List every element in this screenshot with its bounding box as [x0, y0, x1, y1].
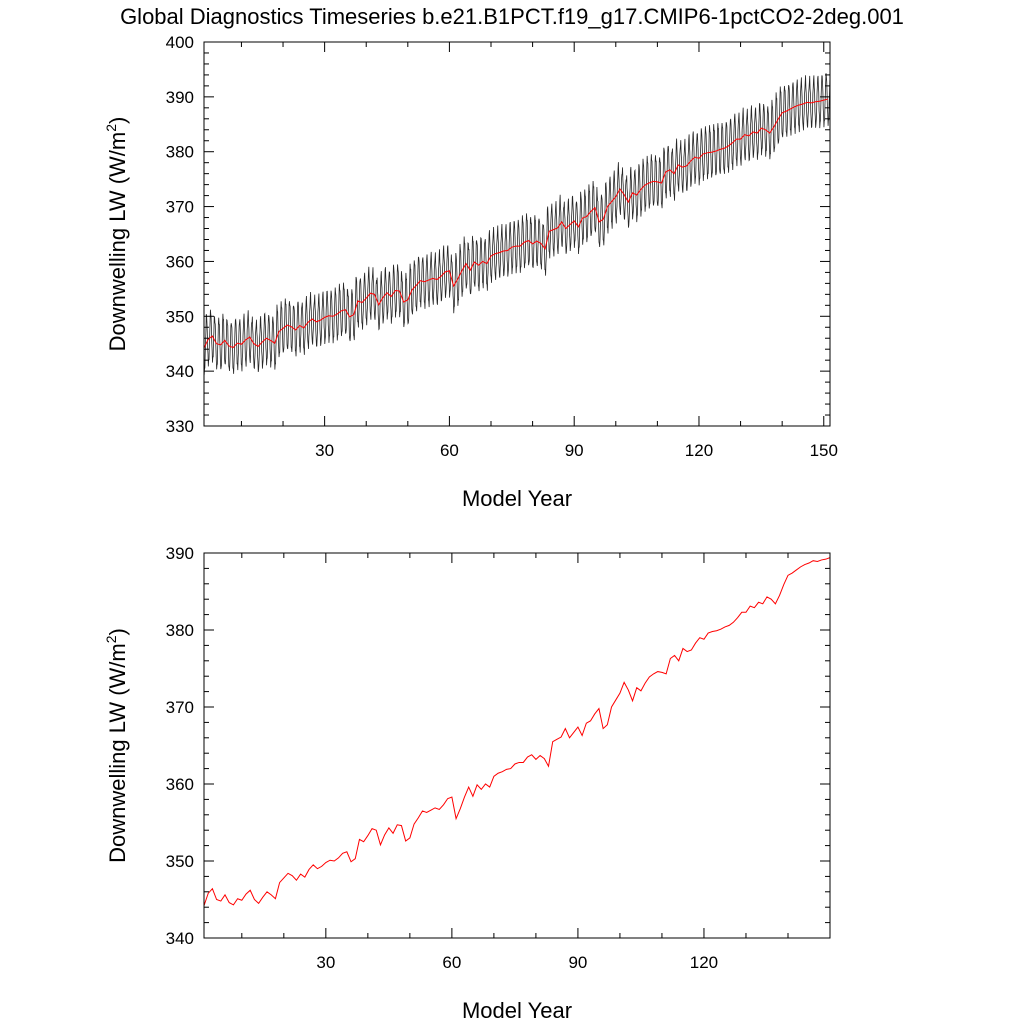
- top-y-axis-label: Downwelling LW (W/m2): [103, 117, 130, 352]
- top-y-tick-label: 380: [166, 143, 194, 162]
- bottom-x-tick-label: 60: [442, 953, 461, 972]
- bottom-annual-series-line: [203, 557, 831, 906]
- top-axis-ticks: 30 60 90 120 150 330 340 350 360 370 380 390 400: [166, 33, 838, 460]
- top-x-tick-label: 120: [685, 441, 713, 460]
- bottom-x-tick-label: 30: [316, 953, 335, 972]
- top-y-axis-label-main: Downwelling LW (W/m: [105, 132, 130, 352]
- top-x-tick-label: 30: [315, 441, 334, 460]
- bottom-y-tick-label: 350: [166, 852, 194, 871]
- top-y-axis-label-sup: 2: [103, 124, 119, 132]
- bottom-x-tick-label: 120: [690, 953, 718, 972]
- top-x-tick-label: 90: [565, 441, 584, 460]
- top-x-tick-label: 150: [810, 441, 838, 460]
- top-y-tick-label: 340: [166, 362, 194, 381]
- top-monthly-series-line: [203, 73, 831, 376]
- top-y-tick-label: 370: [166, 198, 194, 217]
- top-x-axis-label: Model Year: [462, 486, 572, 511]
- top-y-tick-label: 360: [166, 252, 194, 271]
- top-annual-series-line: [203, 98, 829, 349]
- bottom-y-tick-label: 380: [166, 621, 194, 640]
- bottom-x-tick-label: 90: [568, 953, 587, 972]
- bottom-y-tick-label: 370: [166, 698, 194, 717]
- top-y-tick-label: 330: [166, 417, 194, 436]
- bottom-panel: 30 60 90 120 340 350 360 370 380 390 Model Year D…: [103, 544, 831, 1023]
- chart-title: Global Diagnostics Timeseries b.e21.B1PC…: [120, 4, 904, 29]
- bottom-y-axis-label-main: Downwelling LW (W/m: [105, 643, 130, 863]
- top-y-tick-label: 390: [166, 88, 194, 107]
- top-plot-frame: [203, 41, 831, 427]
- bottom-y-tick-label: 340: [166, 929, 194, 948]
- bottom-y-axis-label-close: ): [105, 628, 130, 635]
- bottom-y-tick-label: 360: [166, 775, 194, 794]
- bottom-y-tick-label: 390: [166, 544, 194, 563]
- top-y-axis-label-close: ): [105, 117, 130, 124]
- bottom-plot-frame: [203, 552, 831, 939]
- bottom-x-axis-label: Model Year: [462, 998, 572, 1023]
- bottom-plot-data: [203, 557, 831, 906]
- top-panel: 30 60 90 120 150 330 340 350 360 370 380 390 400 Mod…: [103, 33, 838, 511]
- bottom-y-axis-label: Downwelling LW (W/m2): [103, 628, 130, 863]
- top-y-tick-label: 350: [166, 307, 194, 326]
- bottom-y-axis-label-sup: 2: [103, 635, 119, 643]
- top-plot-data: [203, 73, 831, 376]
- bottom-axis-ticks: 30 60 90 120 340 350 360 370 380 390: [166, 544, 831, 972]
- top-y-tick-label: 400: [166, 33, 194, 52]
- top-x-tick-label: 60: [440, 441, 459, 460]
